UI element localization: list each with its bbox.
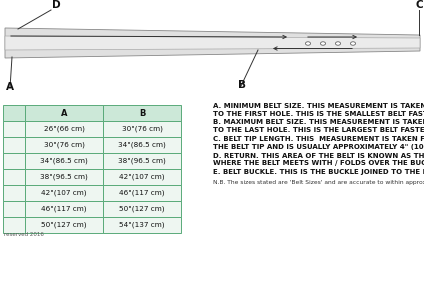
Text: 46"(117 cm): 46"(117 cm) (119, 190, 165, 196)
Text: 26"(66 cm): 26"(66 cm) (44, 126, 84, 132)
Text: C: C (415, 0, 423, 10)
Ellipse shape (321, 42, 326, 45)
Text: E. BELT BUCKLE. THIS IS THE BUCKLE JOINED TO THE BELT.: E. BELT BUCKLE. THIS IS THE BUCKLE JOINE… (213, 169, 424, 175)
Text: reserved 2016: reserved 2016 (4, 232, 44, 237)
Bar (25, 185, 103, 201)
Text: 50"(127 cm): 50"(127 cm) (119, 206, 165, 212)
Bar (25, 217, 103, 233)
Bar (3, 169, 25, 185)
Text: TO THE FIRST HOLE. THIS IS THE SMALLEST BELT FASTENING: TO THE FIRST HOLE. THIS IS THE SMALLEST … (213, 110, 424, 116)
Polygon shape (5, 28, 420, 58)
Text: A. MINIMUM BELT SIZE. THIS MEASUREMENT IS TAKEN FRO: A. MINIMUM BELT SIZE. THIS MEASUREMENT I… (213, 103, 424, 109)
Bar (103, 121, 181, 137)
Bar (3, 137, 25, 153)
Bar (3, 105, 25, 121)
Bar (25, 137, 103, 153)
Text: A: A (61, 108, 67, 118)
Text: TO THE LAST HOLE. THIS IS THE LARGEST BELT FASTENING SI: TO THE LAST HOLE. THIS IS THE LARGEST BE… (213, 127, 424, 133)
Bar (25, 169, 103, 185)
Ellipse shape (306, 42, 310, 45)
Text: 54"(137 cm): 54"(137 cm) (119, 222, 165, 228)
Bar (103, 185, 181, 201)
Text: N.B. The sizes stated are 'Belt Sizes' and are accurate to within approxi: N.B. The sizes stated are 'Belt Sizes' a… (213, 180, 424, 185)
Bar (103, 169, 181, 185)
Text: C. BELT TIP LENGTH. THIS  MEASUREMENT IS TAKEN FROM T: C. BELT TIP LENGTH. THIS MEASUREMENT IS … (213, 136, 424, 142)
Text: 46"(117 cm): 46"(117 cm) (41, 206, 87, 212)
Bar (3, 153, 25, 169)
Bar (3, 201, 25, 217)
Text: B: B (238, 80, 246, 90)
Bar (103, 201, 181, 217)
Text: 42"(107 cm): 42"(107 cm) (119, 174, 165, 180)
Text: B: B (139, 108, 145, 118)
Bar (3, 217, 25, 233)
Text: 30"(76 cm): 30"(76 cm) (122, 126, 162, 132)
Bar (25, 105, 103, 121)
Ellipse shape (335, 42, 340, 45)
Ellipse shape (351, 42, 355, 45)
Text: D. RETURN. THIS AREA OF THE BELT IS KNOWN AS THE 'RETU: D. RETURN. THIS AREA OF THE BELT IS KNOW… (213, 153, 424, 158)
Text: 30"(76 cm): 30"(76 cm) (44, 142, 84, 148)
Bar (25, 153, 103, 169)
Text: WHERE THE BELT MEETS WITH / FOLDS OVER THE BUCKLE.: WHERE THE BELT MEETS WITH / FOLDS OVER T… (213, 160, 424, 166)
Bar (3, 121, 25, 137)
Text: 34"(86.5 cm): 34"(86.5 cm) (118, 142, 166, 148)
Bar (103, 137, 181, 153)
Text: 38"(96.5 cm): 38"(96.5 cm) (118, 158, 166, 164)
Text: THE BELT TIP AND IS USUALLY APPROXIMATELY 4" (10cm).: THE BELT TIP AND IS USUALLY APPROXIMATEL… (213, 143, 424, 149)
Text: B. MAXIMUM BELT SIZE. THIS MEASUREMENT IS TAKEN FRO: B. MAXIMUM BELT SIZE. THIS MEASUREMENT I… (213, 120, 424, 126)
Text: 34"(86.5 cm): 34"(86.5 cm) (40, 158, 88, 164)
Text: 42"(107 cm): 42"(107 cm) (41, 190, 87, 196)
Text: 38"(96.5 cm): 38"(96.5 cm) (40, 174, 88, 180)
Bar (103, 105, 181, 121)
Bar (103, 217, 181, 233)
Bar (25, 121, 103, 137)
Polygon shape (5, 36, 420, 50)
Text: 50"(127 cm): 50"(127 cm) (41, 222, 87, 228)
Bar (3, 185, 25, 201)
Bar (103, 153, 181, 169)
Text: D: D (52, 0, 61, 10)
Bar (25, 201, 103, 217)
Text: A: A (6, 82, 14, 92)
